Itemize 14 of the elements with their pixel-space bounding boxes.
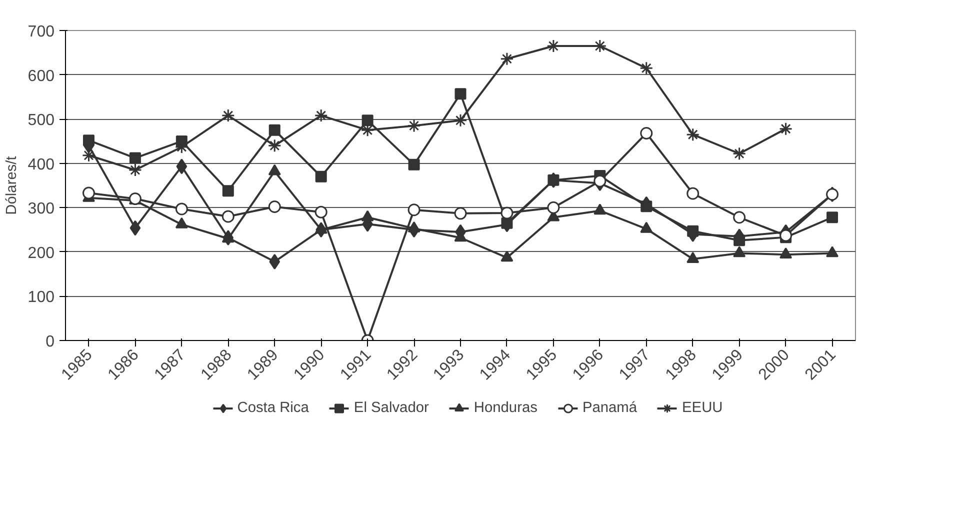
legend-label: El Salvador [354, 400, 429, 416]
y-tick-label: 700 [28, 24, 55, 40]
y-tick-label: 500 [28, 112, 55, 130]
y-tick-label: 600 [28, 68, 55, 85]
legend-label: EEUU [682, 400, 723, 416]
y-axis-title: Dólares/t [4, 156, 20, 215]
legend-label: Panamá [582, 400, 638, 416]
y-tick-label: 300 [28, 200, 55, 218]
y-tick-label: 200 [28, 244, 55, 262]
y-tick-label: 400 [28, 156, 55, 174]
legend-label: Costa Rica [237, 400, 309, 416]
y-tick-label: 100 [28, 289, 55, 306]
y-tick-label: 0 [46, 334, 55, 350]
legend-label: Honduras [474, 400, 538, 416]
